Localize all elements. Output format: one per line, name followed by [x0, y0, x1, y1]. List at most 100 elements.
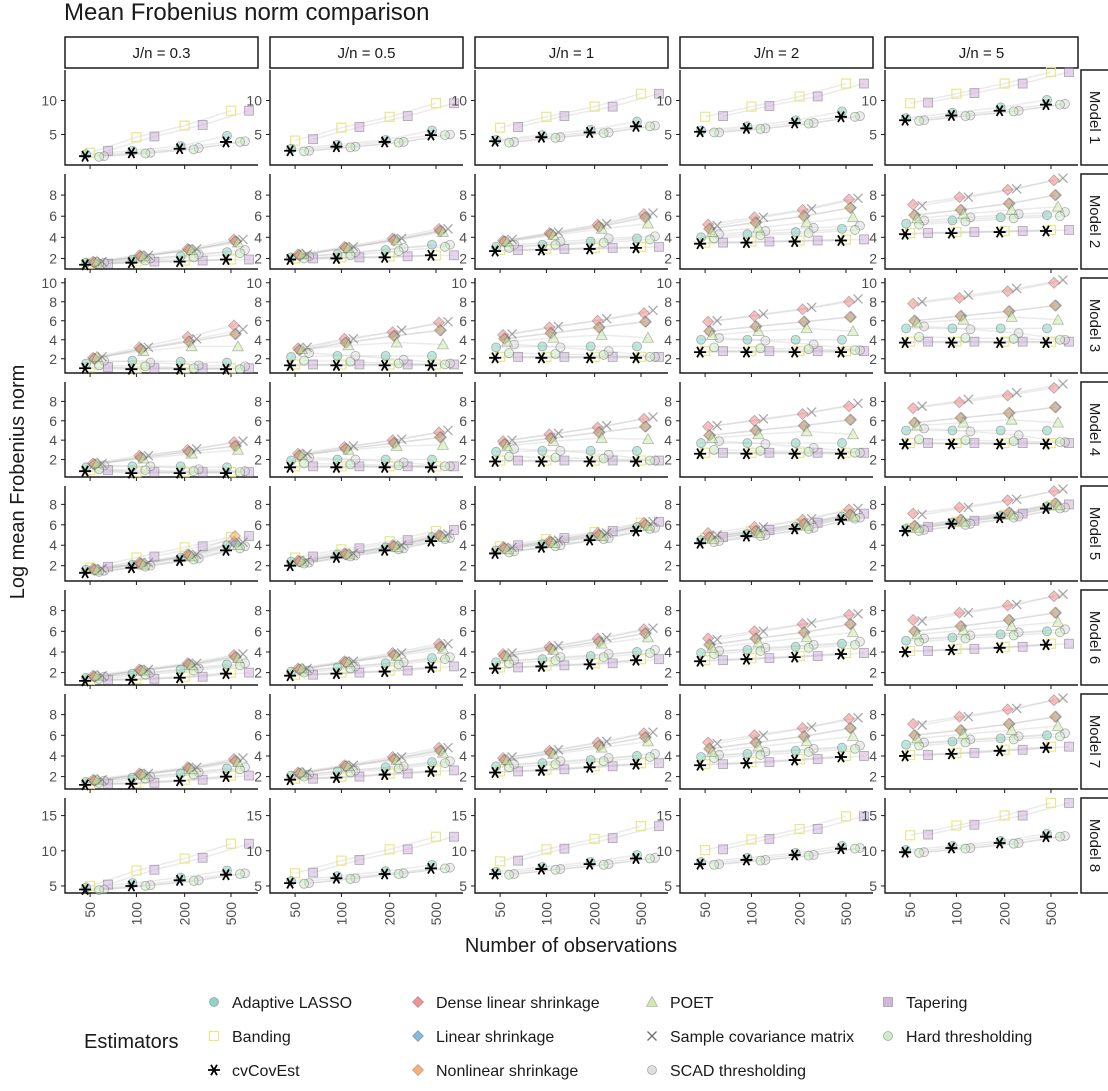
y-tick-label: 2 — [49, 452, 57, 468]
data-point — [705, 431, 719, 444]
facet-panel: 5 10 — [41, 70, 258, 169]
y-tick-label: 8 — [869, 603, 877, 619]
series-line — [924, 103, 1066, 121]
series-line — [291, 355, 432, 358]
data-point — [583, 352, 596, 364]
series-line — [705, 238, 846, 244]
data-point — [559, 843, 570, 854]
series-line — [914, 611, 1056, 633]
series-line — [295, 665, 437, 676]
y-tick-label: 4 — [459, 537, 467, 553]
data-point — [1055, 731, 1065, 742]
data-point — [960, 633, 971, 644]
legend-label: POET — [670, 995, 714, 1012]
series-line — [299, 436, 442, 457]
data-point — [834, 234, 847, 247]
data-point — [957, 727, 970, 740]
series-line — [719, 847, 861, 865]
data-point — [140, 465, 151, 476]
x-tick-label: 200 — [177, 902, 193, 926]
data-point — [910, 521, 924, 533]
series-line — [298, 230, 441, 257]
data-point — [140, 881, 151, 891]
panel-axes — [269, 382, 463, 478]
series-line — [921, 593, 1064, 622]
series-line — [104, 140, 246, 157]
facet-panel: 2 4 6 8 — [664, 382, 873, 481]
data-point — [901, 323, 911, 334]
data-point — [286, 351, 296, 362]
data-point — [424, 129, 437, 141]
data-point — [598, 756, 609, 767]
panel-axes — [679, 694, 873, 790]
data-point — [330, 359, 343, 372]
series-line — [924, 835, 1066, 853]
series-line — [707, 718, 850, 744]
data-point — [910, 628, 924, 640]
col-strip-label: J/n = 0.3 — [133, 45, 191, 62]
series-line — [707, 198, 850, 226]
data-point — [923, 438, 933, 448]
data-point — [302, 767, 313, 778]
data-point — [790, 438, 801, 448]
y-tick-label: 2 — [49, 351, 57, 367]
series-line — [92, 541, 235, 570]
data-point — [238, 234, 248, 245]
series-line — [708, 727, 851, 750]
series-line — [89, 843, 232, 887]
data-point — [694, 448, 707, 460]
data-point — [601, 528, 612, 538]
data-point — [999, 78, 1010, 89]
y-tick-label: 2 — [254, 558, 262, 574]
row-strip — [1080, 589, 1108, 686]
data-point — [537, 445, 548, 456]
facet-panel: 5 10 — [656, 70, 873, 169]
data-point — [800, 425, 813, 437]
data-point — [173, 775, 186, 787]
data-point — [914, 115, 924, 126]
series-line — [513, 527, 656, 553]
series-line — [93, 656, 236, 678]
series-line — [97, 241, 239, 263]
series-line — [719, 337, 861, 351]
series-line — [295, 254, 436, 260]
y-tick-label: 2 — [664, 769, 672, 785]
data-point — [842, 400, 856, 413]
data-point — [1051, 313, 1065, 325]
data-point — [914, 331, 924, 342]
series-line — [301, 231, 444, 255]
y-tick-label: 10 — [246, 275, 262, 291]
y-tick-label: 2 — [664, 665, 672, 681]
series-line — [298, 329, 441, 351]
data-point — [79, 675, 92, 687]
series-line — [504, 216, 647, 243]
series-line — [496, 345, 637, 349]
data-point — [1055, 437, 1065, 448]
series-line — [712, 631, 854, 649]
data-point — [764, 101, 775, 111]
data-point — [553, 744, 564, 755]
series-line — [504, 320, 647, 340]
y-tick-label: 8 — [869, 187, 877, 203]
data-point — [800, 735, 813, 747]
facet-panel: 5 10 15 50 100 200 500 — [41, 798, 258, 925]
y-tick-label: 6 — [49, 413, 57, 429]
series-line — [504, 524, 647, 550]
data-point — [143, 250, 154, 261]
data-point — [1017, 336, 1028, 347]
data-point — [185, 340, 198, 352]
y-tick-label: 4 — [459, 332, 467, 348]
data-point — [378, 665, 391, 678]
data-point — [1051, 499, 1065, 511]
panel-axes — [679, 174, 873, 270]
col-strip — [269, 36, 464, 69]
facet-panel: 2 4 6 8 10 — [656, 275, 873, 377]
data-point — [1011, 494, 1022, 505]
data-point — [513, 455, 523, 466]
y-tick-label: 4 — [664, 644, 672, 660]
data-point — [125, 147, 138, 159]
data-point — [629, 525, 642, 537]
row-strip — [1080, 797, 1108, 894]
legend-item: POET — [645, 995, 714, 1012]
series-line — [107, 843, 250, 886]
